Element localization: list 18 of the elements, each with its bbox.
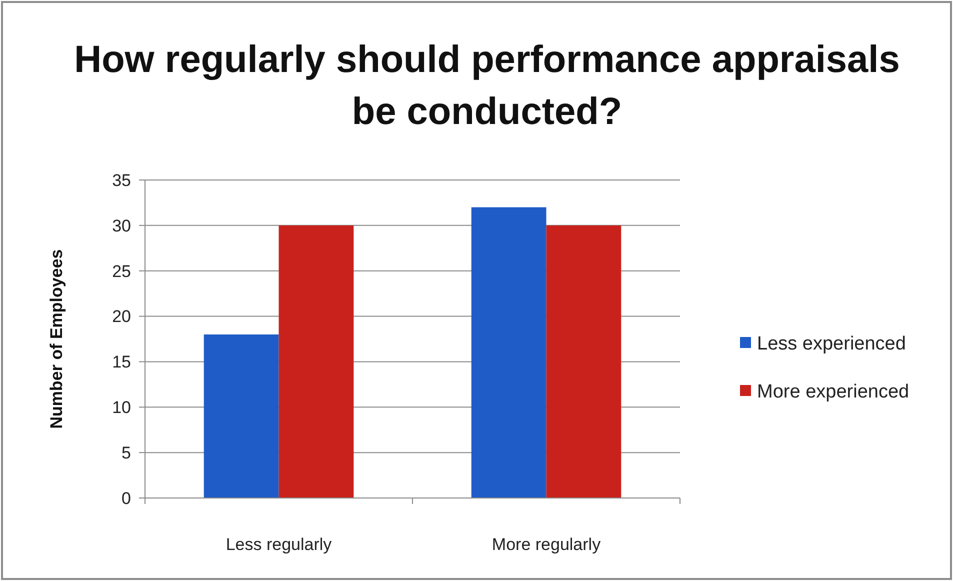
legend-label: More experienced — [757, 382, 910, 403]
x-tick-label: More regularly — [492, 535, 602, 554]
y-tick-label: 30 — [112, 216, 131, 236]
bar — [546, 225, 622, 498]
bar — [471, 207, 546, 498]
chart-title: How regularly should performance appraisals be conducted? — [74, 39, 900, 133]
legend-label: Less experienced — [757, 334, 906, 355]
y-tick-label: 35 — [112, 170, 131, 190]
y-axis-title: Number of Employees — [47, 249, 66, 429]
x-tick-label: Less regularly — [226, 535, 332, 554]
y-tick-label: 0 — [122, 488, 131, 508]
bar — [278, 225, 354, 498]
y-tick-label: 5 — [122, 444, 131, 463]
bar — [204, 334, 279, 498]
y-tick-label: 20 — [112, 307, 131, 326]
y-tick-label: 10 — [112, 398, 131, 418]
y-tick-label: 25 — [112, 262, 131, 281]
y-tick-label: 15 — [112, 352, 131, 372]
